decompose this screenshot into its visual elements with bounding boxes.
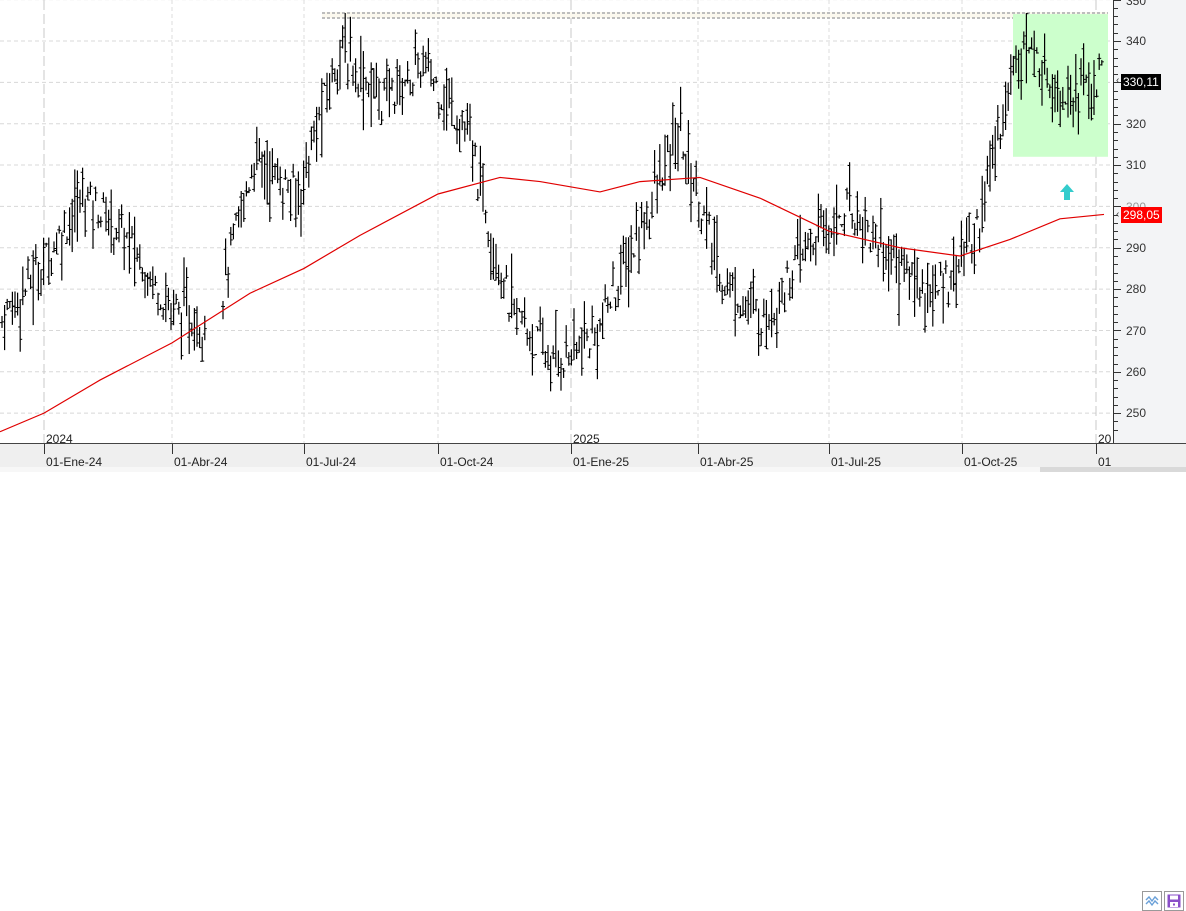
wave-lines-icon: [1145, 895, 1159, 907]
x-tick: [698, 444, 699, 454]
y-label-350: 350: [1126, 0, 1147, 8]
y-label-340: 340: [1126, 34, 1147, 48]
x-label-oct-25: 01-Oct-25: [964, 455, 1018, 469]
x-label-next: 01: [1098, 455, 1112, 469]
x-tick: [438, 444, 439, 454]
x-tick: [571, 444, 572, 454]
horizontal-scrollbar[interactable]: [0, 467, 1186, 472]
y-label-270: 270: [1126, 324, 1147, 338]
year-label-2024: 2024: [46, 432, 73, 446]
date-axis[interactable]: 01-Ene-24 01-Abr-24 01-Jul-24 01-Oct-24 …: [0, 443, 1186, 911]
ma-marker-icon: ‹: [1116, 209, 1120, 220]
scrollbar-thumb[interactable]: [1040, 467, 1186, 472]
x-tick: [44, 444, 45, 454]
x-label-abr-24: 01-Abr-24: [174, 455, 228, 469]
x-tick: [304, 444, 305, 454]
x-tick: [1096, 444, 1097, 454]
y-label-280: 280: [1126, 282, 1147, 296]
x-tick: [172, 444, 173, 454]
y-label-250: 250: [1126, 406, 1147, 420]
x-tick: [962, 444, 963, 454]
plot-area[interactable]: 2024 2025 20: [0, 0, 1113, 446]
x-tick: [829, 444, 830, 454]
save-button[interactable]: [1164, 891, 1184, 911]
x-label-oct-24: 01-Oct-24: [440, 455, 494, 469]
x-label-ene-24: 01-Ene-24: [46, 455, 103, 469]
x-label-jul-24: 01-Jul-24: [306, 455, 357, 469]
up-arrow-icon: [1060, 184, 1074, 200]
year-label-2025: 2025: [573, 432, 600, 446]
last-price-marker-icon: ‹: [1116, 75, 1120, 86]
x-label-ene-25: 01-Ene-25: [573, 455, 630, 469]
y-label-320: 320: [1126, 117, 1147, 131]
y-label-260: 260: [1126, 365, 1147, 379]
floppy-save-icon: [1167, 894, 1181, 908]
price-chart-svg: [0, 0, 1113, 443]
y-label-310: 310: [1126, 158, 1147, 172]
year-label-next: 20: [1098, 432, 1112, 446]
last-price-tag: 330,11: [1121, 74, 1161, 90]
indicator-button[interactable]: [1142, 891, 1162, 911]
y-label-290: 290: [1126, 241, 1147, 255]
moving-average-tag: 298,05: [1121, 207, 1162, 223]
x-label-abr-25: 01-Abr-25: [700, 455, 754, 469]
x-label-jul-25: 01-Jul-25: [831, 455, 882, 469]
